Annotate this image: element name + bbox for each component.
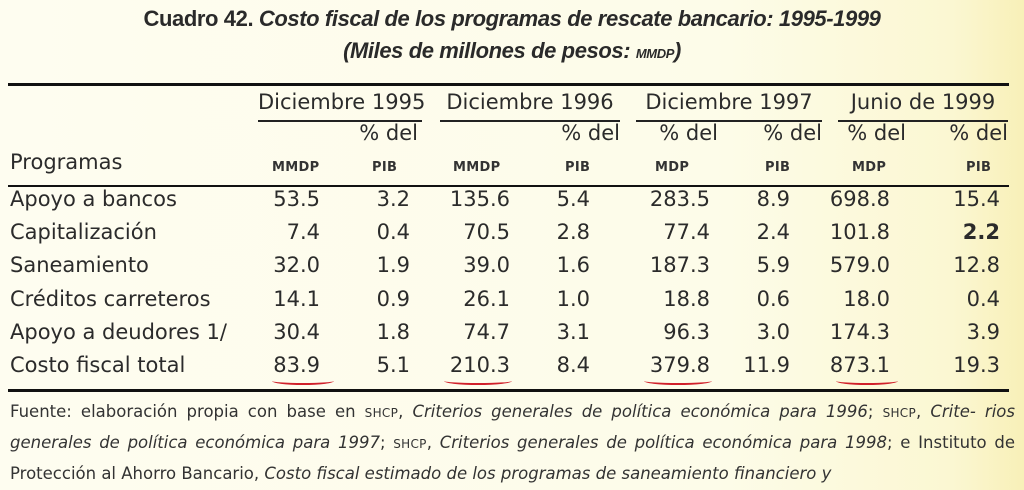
top-rule xyxy=(8,83,1009,86)
shcp-abbr: SHCP xyxy=(364,406,399,420)
table-cell-total: 873.1 xyxy=(829,353,890,377)
table-cell: 3.9 xyxy=(966,320,1000,344)
table-cell: 698.8 xyxy=(829,187,890,211)
unit-1997-pib: PIB xyxy=(765,160,791,175)
table-cell: 579.0 xyxy=(829,253,890,277)
column-group-jun-1999: Junio de 1999 xyxy=(850,90,996,114)
row-label-saneamiento: Saneamiento xyxy=(10,253,149,277)
table-cell: 1.8 xyxy=(376,320,410,344)
table-cell: 3.1 xyxy=(556,320,590,344)
subheader-pct-1999-pib: % del xyxy=(949,121,1008,145)
table-cell: 0.6 xyxy=(756,287,790,311)
table-cell: 1.9 xyxy=(376,253,410,277)
source-citation: Criterios generales de política económic… xyxy=(412,402,868,421)
table-cell: 3.2 xyxy=(376,187,410,211)
table-cell: 96.3 xyxy=(663,320,710,344)
table-cell: 74.7 xyxy=(463,320,510,344)
source-citation: Costo fiscal estimado de los programas d… xyxy=(264,464,832,483)
table-cell: 283.5 xyxy=(649,187,710,211)
table-cell: 1.6 xyxy=(556,253,590,277)
column-group-dic-1997: Diciembre 1997 xyxy=(645,90,813,114)
table-cell-total: 11.9 xyxy=(743,353,790,377)
table-cell: 18.0 xyxy=(843,287,890,311)
table-cell: 70.5 xyxy=(463,220,510,244)
table-cell: 32.0 xyxy=(273,253,320,277)
table-cell-total: 379.8 xyxy=(649,353,710,377)
source-note: Fuente: elaboración propia con base en S… xyxy=(10,402,1016,483)
subheader-pct-1997-mdp: % del xyxy=(659,121,718,145)
table-cell: 5.9 xyxy=(756,253,790,277)
header-rule xyxy=(8,185,1009,187)
table-cell: 8.9 xyxy=(756,187,790,211)
bottom-rule xyxy=(8,389,1009,392)
column-group-dic-1995: Diciembre 1995 xyxy=(258,90,426,114)
unit-1999-pib: PIB xyxy=(966,160,992,175)
table-cell: 5.4 xyxy=(556,187,590,211)
table-cell: 53.5 xyxy=(273,187,320,211)
unit-1995-mmdp: MMDP xyxy=(272,160,320,175)
table-cell: 0.9 xyxy=(376,287,410,311)
table-cell: 12.8 xyxy=(953,253,1000,277)
subheader-pct-1999-mdp: % del xyxy=(847,121,906,145)
row-label-apoyo-bancos: Apoyo a bancos xyxy=(10,187,177,211)
row-label-costo-fiscal-total: Costo fiscal total xyxy=(10,353,186,377)
table-subtitle: (Miles de millones de pesos: MMDP) xyxy=(343,38,681,63)
table-cell: 3.0 xyxy=(756,320,790,344)
table-cell-total: 5.1 xyxy=(376,353,410,377)
red-underline-mark xyxy=(272,377,334,385)
unit-1995-pib: PIB xyxy=(372,160,398,175)
table-cell: 39.0 xyxy=(463,253,510,277)
unit-1997-mdp: MDP xyxy=(655,160,690,175)
table-number: Cuadro 42. xyxy=(143,6,254,31)
unit-1996-pib: PIB xyxy=(565,160,591,175)
row-label-capitalizacion: Capitalización xyxy=(10,220,157,244)
red-underline-mark xyxy=(836,377,898,385)
group-rule-1999 xyxy=(838,120,1008,122)
table-cell: 135.6 xyxy=(449,187,510,211)
table-cell: 187.3 xyxy=(649,253,710,277)
table-cell: 18.8 xyxy=(663,287,710,311)
group-rule-1997 xyxy=(636,120,822,122)
red-underline-mark xyxy=(444,377,512,385)
group-rule-1996 xyxy=(440,120,620,122)
red-underline-mark xyxy=(644,377,712,385)
row-header-programas: Programas xyxy=(10,150,123,174)
row-label-apoyo-deudores: Apoyo a deudores 1/ xyxy=(10,320,227,344)
table-title: Cuadro 42. Costo fiscal de los programas… xyxy=(0,6,1024,32)
table-cell: 2.8 xyxy=(556,220,590,244)
shcp-abbr: SHCP xyxy=(882,406,917,420)
unit-1999-mdp: MDP xyxy=(852,160,887,175)
table-cell: 2.4 xyxy=(756,220,790,244)
table-cell: 15.4 xyxy=(953,187,1000,211)
table-cell: 174.3 xyxy=(829,320,890,344)
subheader-pct-1997-pib: % del xyxy=(763,121,822,145)
table-cell-total: 19.3 xyxy=(953,353,1000,377)
unit-abbr: MMDP xyxy=(635,42,675,62)
table-cell: 77.4 xyxy=(663,220,710,244)
table-title-text: Costo fiscal de los programas de rescate… xyxy=(258,6,881,31)
table-cell: 0.4 xyxy=(376,220,410,244)
table-cell: 14.1 xyxy=(273,287,320,311)
source-citation: Criterios generales de política económic… xyxy=(439,433,887,452)
group-rule-1995 xyxy=(258,120,422,122)
table-cell: 7.4 xyxy=(286,220,320,244)
subheader-pct-1996-pib: % del xyxy=(561,121,620,145)
unit-1996-mmdp: MMDP xyxy=(453,160,501,175)
table-cell-total: 210.3 xyxy=(449,353,510,377)
table-cell: 1.0 xyxy=(556,287,590,311)
table-cell: 101.8 xyxy=(829,220,890,244)
table-cell-total: 83.9 xyxy=(273,353,320,377)
table-cell: 30.4 xyxy=(273,320,320,344)
column-group-dic-1996: Diciembre 1996 xyxy=(446,90,614,114)
shcp-abbr: SHCP xyxy=(393,437,427,451)
subheader-pct-1995-pib: % del xyxy=(359,121,418,145)
table-cell: 2.2 xyxy=(962,220,1000,244)
table-cell-total: 8.4 xyxy=(556,353,590,377)
table-cell: 26.1 xyxy=(463,287,510,311)
row-label-creditos-carreteros: Créditos carreteros xyxy=(10,287,211,311)
table-cell: 0.4 xyxy=(966,287,1000,311)
source-citation: Crite- rios generales de política económ… xyxy=(10,402,1015,452)
